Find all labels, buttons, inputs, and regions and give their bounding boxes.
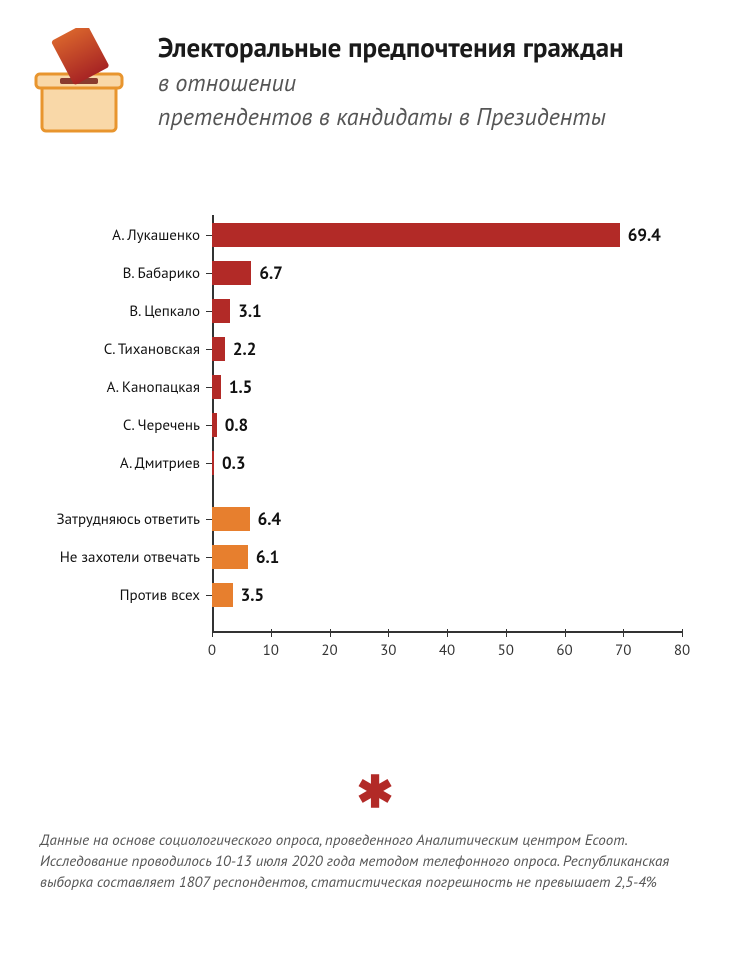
bar-row: Не захотели отвечать6.1 xyxy=(212,545,682,569)
bar-value: 3.1 xyxy=(238,300,261,322)
x-tick xyxy=(506,629,507,637)
category-label: С. Черечень xyxy=(40,416,200,435)
bar-row: С. Тихановская2.2 xyxy=(212,337,682,361)
x-tick-label: 80 xyxy=(674,641,690,660)
page-subtitle-2: претендентов в кандидаты в Президенты xyxy=(158,102,624,132)
category-label: Не захотели отвечать xyxy=(40,548,200,567)
bar xyxy=(212,451,214,475)
bar-value: 6.4 xyxy=(258,508,281,530)
category-label: Затрудняюсь ответить xyxy=(40,510,200,529)
bar-value: 1.5 xyxy=(229,376,252,398)
ballot-box-body xyxy=(42,83,116,131)
category-label: С. Тихановская xyxy=(40,340,200,359)
x-tick xyxy=(388,629,389,637)
x-tick-label: 60 xyxy=(556,641,572,660)
page-title: Электоральные предпочтения граждан xyxy=(158,34,624,64)
page-subtitle-1: в отношении xyxy=(158,68,624,98)
x-tick xyxy=(212,629,213,637)
category-label: А. Канопацкая xyxy=(40,378,200,397)
bar-value: 3.5 xyxy=(241,584,264,606)
bar xyxy=(212,337,225,361)
category-label: А. Лукашенко xyxy=(40,226,200,245)
bar xyxy=(212,375,221,399)
bar-value: 2.2 xyxy=(233,338,256,360)
category-label: В. Цепкало xyxy=(40,302,200,321)
bar-row: В. Бабарико6.7 xyxy=(212,261,682,285)
category-label: В. Бабарико xyxy=(40,264,200,283)
x-tick xyxy=(623,629,624,637)
bar-value: 69.4 xyxy=(628,224,661,246)
bar-row: А. Лукашенко69.4 xyxy=(212,223,682,247)
bar-row: Против всех3.5 xyxy=(212,583,682,607)
bar xyxy=(212,223,620,247)
poll-bar-chart: 01020304050607080А. Лукашенко69.4В. Баба… xyxy=(42,215,712,735)
x-tick-label: 20 xyxy=(321,641,337,660)
x-tick xyxy=(271,629,272,637)
bar-row: Затрудняюсь ответить6.4 xyxy=(212,507,682,531)
bar xyxy=(212,299,230,323)
bar xyxy=(212,545,248,569)
asterisk-icon: ✱ xyxy=(357,770,394,814)
bar-row: А. Канопацкая1.5 xyxy=(212,375,682,399)
bar-row: В. Цепкало3.1 xyxy=(212,299,682,323)
bar-value: 6.7 xyxy=(259,262,282,284)
page: Электоральные предпочтения граждан в отн… xyxy=(0,0,750,954)
bar-row: С. Черечень0.8 xyxy=(212,413,682,437)
x-tick xyxy=(565,629,566,637)
bar-value: 0.3 xyxy=(222,452,245,474)
x-tick-label: 70 xyxy=(615,641,631,660)
bar xyxy=(212,583,233,607)
bar xyxy=(212,507,250,531)
footnote-text: Данные на основе социологического опроса… xyxy=(40,830,710,893)
ballot-box-icon xyxy=(24,28,134,143)
bar xyxy=(212,413,217,437)
header: Электоральные предпочтения граждан в отн… xyxy=(0,0,750,143)
title-block: Электоральные предпочтения граждан в отн… xyxy=(158,28,624,132)
bar-value: 0.8 xyxy=(225,414,248,436)
x-tick-label: 10 xyxy=(263,641,279,660)
x-tick-label: 0 xyxy=(208,641,216,660)
bar-row: А. Дмитриев0.3 xyxy=(212,451,682,475)
bar-value: 6.1 xyxy=(256,546,279,568)
x-tick-label: 30 xyxy=(380,641,396,660)
category-label: А. Дмитриев xyxy=(40,454,200,473)
bar xyxy=(212,261,251,285)
x-tick xyxy=(447,629,448,637)
x-tick xyxy=(682,629,683,637)
category-label: Против всех xyxy=(40,586,200,605)
x-tick-label: 50 xyxy=(498,641,514,660)
x-tick xyxy=(330,629,331,637)
x-tick-label: 40 xyxy=(439,641,455,660)
chart-plot-area: 01020304050607080А. Лукашенко69.4В. Баба… xyxy=(212,215,682,685)
